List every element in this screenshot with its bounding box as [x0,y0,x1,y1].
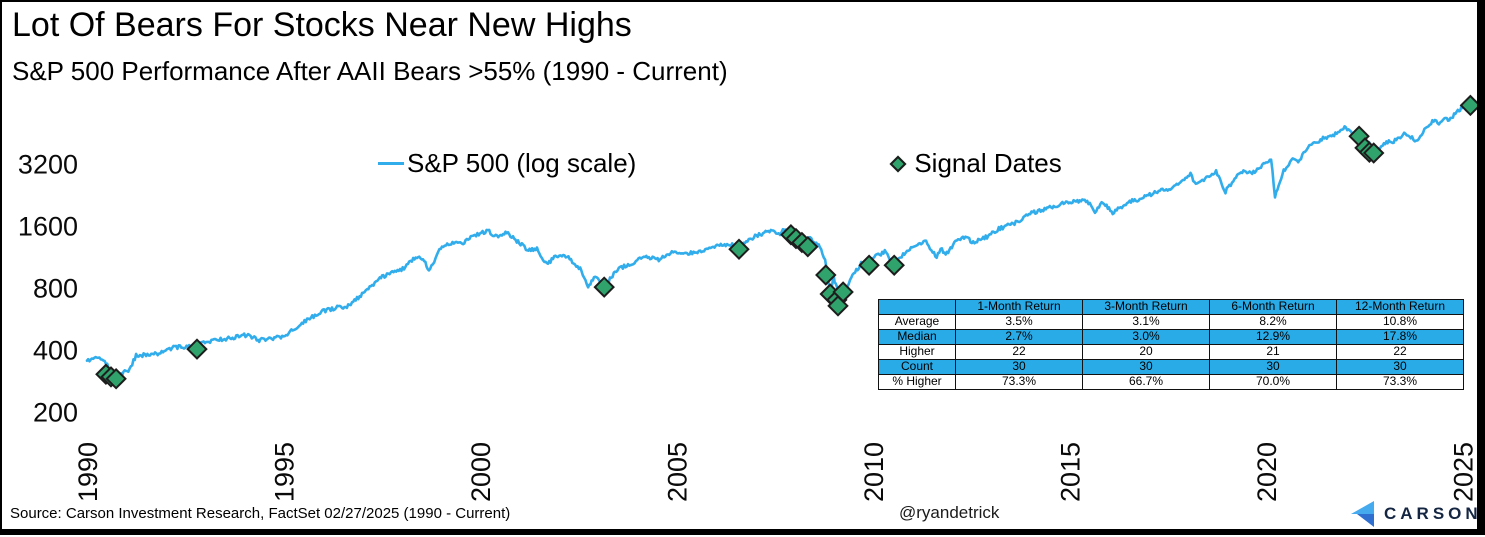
y-axis-label: 400 [33,336,78,366]
logo-triangle-light [1351,501,1374,514]
value-cell: 20 [1082,344,1210,360]
signal-date-marker [883,254,905,276]
table-row: % Higher 73.3% 66.7% 70.0% 73.3% [878,374,1464,390]
carson-logo: CARSON [1348,500,1482,528]
value-cell: 66.7% [1082,374,1210,390]
table-row: Median 2.7% 3.0% 12.9% 17.8% [878,329,1464,345]
logo-triangle-dark [1357,514,1374,527]
y-axis-label: 1600 [18,212,78,242]
returns-table-header-row: 1-Month Return 3-Month Return 6-Month Retu… [878,299,1464,315]
signal-date-marker [186,338,208,360]
row-label-cell: Average [878,314,956,330]
signal-diamond-icon [889,155,907,172]
source-text: Source: Carson Investment Research, Fact… [10,505,511,522]
column-header: 3-Month Return [1082,299,1210,315]
value-cell: 17.8% [1336,329,1464,345]
returns-table-body: Average 3.5% 3.1% 8.2% 10.8% Median 2.7% 3.0% 12… [878,314,1464,390]
value-cell: 12.9% [1209,329,1337,345]
signal-date-marker [815,264,837,286]
value-cell: 8.2% [1209,314,1337,330]
x-axis-label: 2005 [663,442,693,502]
twitter-handle: @ryandetrick [899,503,1000,522]
value-cell: 3.0% [1082,329,1210,345]
value-cell: 73.3% [955,374,1083,390]
legend-sp500-label: S&P 500 (log scale) [407,148,637,178]
signal-date-marker [1459,94,1477,117]
value-cell: 3.1% [1082,314,1210,330]
value-cell: 30 [1336,359,1464,375]
chart-legend: S&P 500 (log scale) Signal Dates [378,148,1062,179]
x-axis-label: 1990 [73,442,103,502]
value-cell: 10.8% [1336,314,1464,330]
y-axis-label: 200 [33,398,78,428]
value-cell: 70.0% [1209,374,1337,390]
value-cell: 22 [1336,344,1464,360]
value-cell: 21 [1209,344,1337,360]
legend-signal-dates-label: Signal Dates [914,148,1062,178]
value-cell: 22 [955,344,1083,360]
signal-date-marker [797,235,819,258]
x-axis-label: 2020 [1252,442,1282,502]
value-cell: 2.7% [955,329,1083,345]
table-row: Higher 22 20 21 22 [878,344,1464,360]
column-header: 6-Month Return [1209,299,1337,315]
x-axis-label: 2025 [1449,442,1479,502]
value-cell: 30 [1209,359,1337,375]
x-axis-label: 1995 [270,442,300,502]
value-cell: 3.5% [955,314,1083,330]
signal-date-marker [593,276,615,298]
column-header: 1-Month Return [955,299,1083,315]
sp500-line [85,104,1476,379]
signal-date-marker [728,238,750,260]
x-axis-label: 2000 [466,442,496,502]
column-header: 12-Month Return [1336,299,1464,315]
x-axis-label: 2010 [859,442,889,502]
table-row: Average 3.5% 3.1% 8.2% 10.8% [878,314,1464,330]
signal-date-marker [858,254,880,276]
signal-date-marker [1362,142,1385,164]
row-label-cell: Median [878,329,956,345]
value-cell: 30 [1082,359,1210,375]
value-cell: 73.3% [1336,374,1464,390]
chart-title: Lot Of Bears For Stocks Near New Highs [12,6,632,44]
y-axis-label: 3200 [18,150,78,180]
signal-date-marker [832,281,854,303]
row-label-cell: Count [878,359,956,375]
returns-table: 1-Month Return 3-Month Return 6-Month Retu… [878,299,1464,390]
value-cell: 30 [955,359,1083,375]
carson-logo-text: CARSON [1384,504,1482,523]
signal-date-marker [105,368,127,390]
y-axis-label: 800 [33,274,78,304]
returns-table-head: 1-Month Return 3-Month Return 6-Month Retu… [878,299,1464,315]
row-label-header [878,299,956,315]
chart-subtitle: S&P 500 Performance After AAII Bears >55… [12,56,728,86]
carson-logo-icon [1351,501,1374,527]
row-label-cell: % Higher [878,374,956,390]
x-axis-label: 2015 [1056,442,1086,502]
sp500-line-swatch [378,162,404,165]
table-row: Count 30 30 30 30 [878,359,1464,375]
row-label-cell: Higher [878,344,956,360]
